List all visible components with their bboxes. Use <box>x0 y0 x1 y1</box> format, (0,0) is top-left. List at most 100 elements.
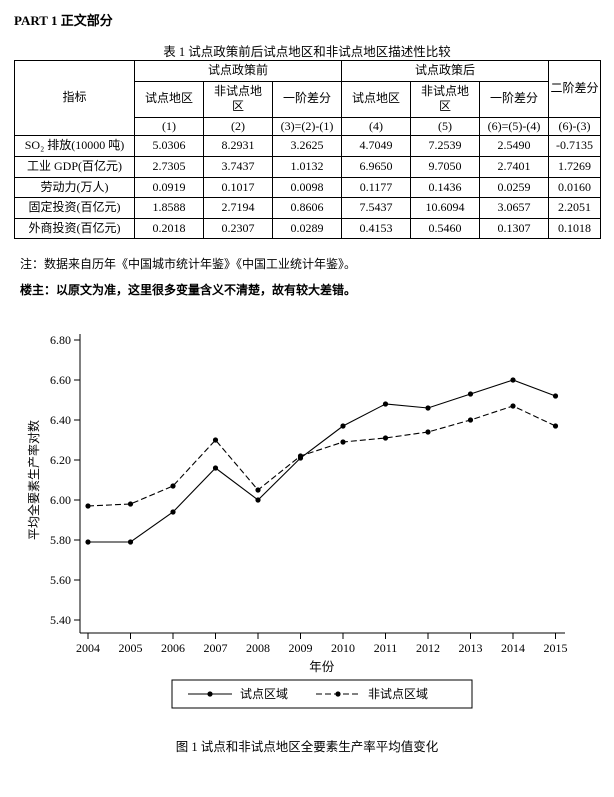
cell-value: 4.7049 <box>341 135 412 157</box>
data-point-marker <box>212 437 219 443</box>
table-row: 工业 GDP(百亿元) 2.7305 3.7437 1.0132 6.9650 9.705… <box>14 155 602 178</box>
cell-value: 0.1177 <box>341 176 412 199</box>
sub-header: 试点地区 <box>134 80 204 118</box>
table-note-poster: 楼主：以原文为准，这里很多变量含义不清楚，故有较大差错。 <box>20 283 357 297</box>
x-tick-label: 2013 <box>459 641 483 655</box>
x-tick-label: 2011 <box>374 641 398 655</box>
data-point-marker <box>170 483 176 489</box>
data-point-marker <box>85 503 91 509</box>
sub-header: 非试点地 区 <box>410 80 481 118</box>
data-point-marker <box>127 539 134 545</box>
x-tick-label: 2014 <box>501 641 525 655</box>
col-number: (5) <box>410 116 481 137</box>
row-label: 外商投资(百亿元) <box>14 217 135 240</box>
col-number: (6)=(5)-(4) <box>479 116 550 137</box>
data-point-marker <box>255 487 261 493</box>
row-label: 劳动力(万人) <box>14 176 135 199</box>
x-axis-title: 年份 <box>309 660 335 674</box>
col-number: (2) <box>203 116 273 137</box>
section-header: PART 1 正文部分 <box>14 13 113 28</box>
data-point-marker <box>340 439 346 445</box>
data-point-marker <box>425 405 431 411</box>
cell-value: 2.2051 <box>548 197 602 219</box>
data-point-marker <box>212 465 219 471</box>
data-point-marker <box>552 393 559 399</box>
sub-header: 一阶差分 <box>271 80 343 118</box>
col-header-indicator: 指标 <box>14 59 135 137</box>
table-row: 外商投资(百亿元) 0.2018 0.2307 0.0289 0.4153 0.5460 0… <box>14 217 602 240</box>
sub-header: 试点地区 <box>341 80 412 118</box>
col-number: (4) <box>341 116 412 137</box>
sub-header: 一阶差分 <box>479 80 550 118</box>
col-number: (1) <box>134 116 204 137</box>
data-point-marker <box>382 435 389 441</box>
y-tick-label: 5.60 <box>50 573 71 587</box>
data-point-marker <box>85 539 91 545</box>
cell-value: 5.0306 <box>134 135 204 157</box>
data-point-marker <box>297 453 304 459</box>
data-point-marker <box>382 401 389 407</box>
tfp-line-chart: 5.40 5.60 5.80 6.00 6.20 6.40 6.60 6.80 2004 2005… <box>26 333 568 709</box>
data-point-marker <box>467 391 474 397</box>
row-label: 工业 GDP(百亿元) <box>14 155 135 178</box>
x-tick-label: 2015 <box>544 641 568 655</box>
data-point-marker <box>510 377 516 383</box>
cell-value: 0.0289 <box>271 217 343 240</box>
table-row: 劳动力(万人) 0.0919 0.1017 0.0098 0.1177 0.1436 0.0… <box>14 176 602 199</box>
data-point-marker <box>127 501 134 507</box>
y-tick-label: 6.00 <box>50 493 71 507</box>
table-note-source: 注：数据来自历年《中国城市统计年鉴》《中国工业统计年鉴》。 <box>20 257 357 271</box>
y-tick-label: 5.40 <box>50 613 71 627</box>
data-point-marker <box>170 509 176 515</box>
cell-value: 0.1307 <box>479 217 550 240</box>
table-title: 表 1 试点政策前后试点地区和非试点地区描述性比较 <box>163 45 451 59</box>
figure-caption: 图 1 试点和非试点地区全要素生产率平均值变化 <box>175 740 439 754</box>
cell-value: 7.5437 <box>341 197 412 219</box>
descriptive-stats-table: 指标 试点政策前 试点政策后 二阶差分 试点地区 非试点地 区 一阶差分 试点地… <box>14 59 602 240</box>
y-axis-title: 平均全要素生产率对数 <box>26 420 41 540</box>
series-line-dashed <box>87 405 556 507</box>
sub-header: 非试点地 区 <box>203 80 273 118</box>
cell-value: -0.7135 <box>548 135 602 157</box>
legend-label: 试点区域 <box>240 686 288 701</box>
data-point-marker <box>340 423 346 429</box>
cell-value: 0.4153 <box>341 217 412 240</box>
series-line-solid <box>88 379 556 543</box>
data-point-marker <box>467 417 474 423</box>
cell-value: 0.1436 <box>410 176 481 199</box>
row-label: SO₂ 排放(10000 吨) <box>14 135 135 157</box>
cell-value: 9.7050 <box>410 155 481 178</box>
cell-value: 2.5490 <box>479 135 550 157</box>
cell-value: 3.0657 <box>479 197 550 219</box>
cell-value: 0.0259 <box>479 176 550 199</box>
y-tick-label: 5.80 <box>50 533 71 547</box>
y-tick-label: 6.40 <box>50 413 71 427</box>
legend-box <box>171 679 473 709</box>
table-row: SO₂ 排放(10000 吨) 5.0306 8.2931 3.2625 4.7049 7… <box>14 135 602 157</box>
cell-value: 0.5460 <box>410 217 481 240</box>
cell-value: 7.2539 <box>410 135 481 157</box>
header-row-sub: 试点地区 非试点地 区 一阶差分 试点地区 非试点地 区 一阶差分 <box>15 80 601 118</box>
col-header-second-diff: 二阶差分 <box>548 60 602 118</box>
y-tick-label: 6.60 <box>50 373 71 387</box>
x-tick-label: 2009 <box>289 641 313 655</box>
data-point-marker <box>510 403 516 409</box>
legend-marker <box>207 691 213 697</box>
cell-value: 2.7401 <box>479 155 550 178</box>
legend-marker <box>335 691 341 697</box>
header-row-groups: 指标 试点政策前 试点政策后 二阶差分 <box>14 59 602 137</box>
cell-value: 0.0160 <box>548 176 602 199</box>
cell-value: 1.7269 <box>548 155 602 178</box>
x-tick-label: 2006 <box>161 641 185 655</box>
x-tick-label: 2004 <box>76 641 100 655</box>
cell-value: 10.6094 <box>410 197 481 219</box>
x-tick-label: 2012 <box>416 641 440 655</box>
y-tick-label: 6.80 <box>50 333 71 347</box>
row-label: 固定投资(百亿元) <box>14 197 135 219</box>
data-point-marker <box>255 497 261 503</box>
legend-label: 非试点区域 <box>368 686 428 701</box>
cell-value: 2.7194 <box>203 197 273 219</box>
cell-value: 3.7437 <box>203 155 273 178</box>
cell-value: 8.2931 <box>203 135 273 157</box>
x-tick-label: 2007 <box>204 641 228 655</box>
